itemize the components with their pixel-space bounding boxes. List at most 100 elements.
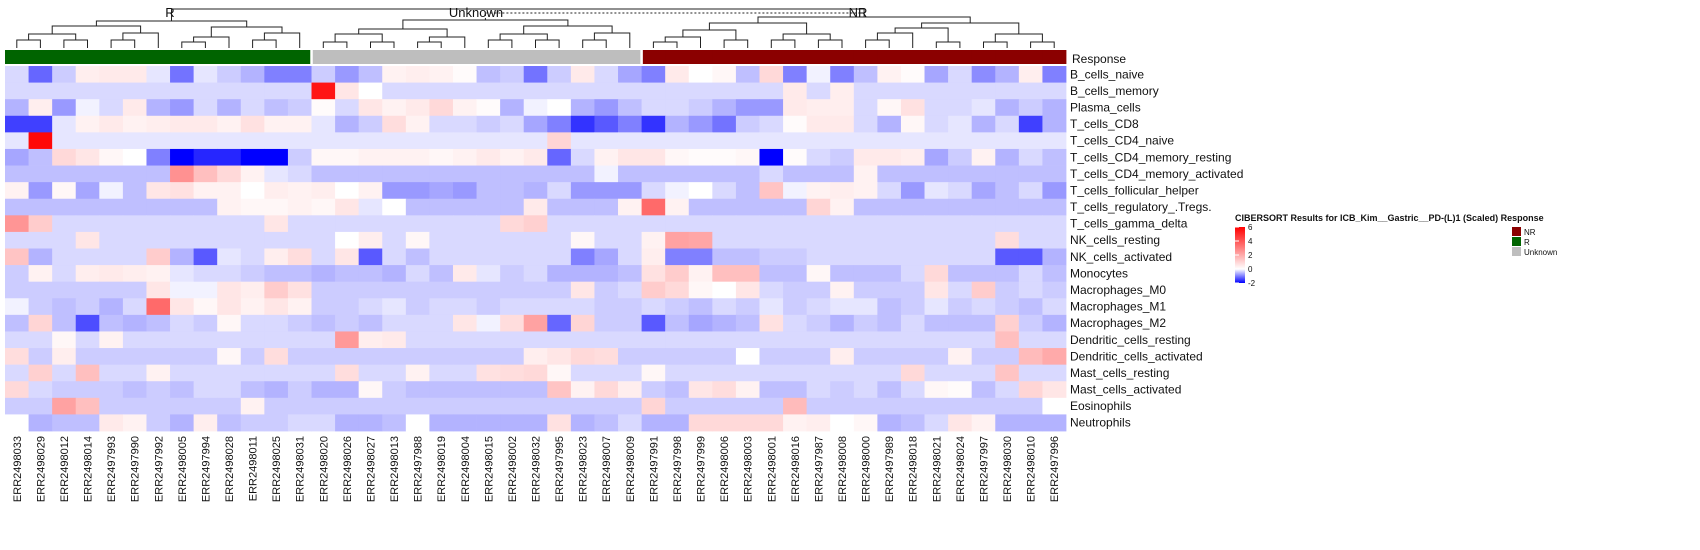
heatmap-cell xyxy=(335,364,360,382)
heatmap-cell xyxy=(99,331,124,349)
heatmap-cell xyxy=(759,132,784,150)
heatmap-cell xyxy=(382,215,407,233)
heatmap-cell xyxy=(641,231,666,249)
column-label: ERR2497997 xyxy=(978,436,990,502)
heatmap-cell xyxy=(146,265,171,283)
heatmap-cell xyxy=(759,298,784,316)
heatmap-cell xyxy=(877,198,902,216)
heatmap-cell xyxy=(1018,198,1043,216)
heatmap-cell xyxy=(170,248,195,266)
heatmap-cell xyxy=(853,331,878,349)
heatmap-cell xyxy=(853,198,878,216)
heatmap-cell xyxy=(948,381,973,399)
heatmap-cell xyxy=(28,182,53,200)
group-label-nr: NR xyxy=(849,5,868,20)
heatmap-cell xyxy=(900,414,925,432)
heatmap-cell xyxy=(476,198,501,216)
heatmap-cell xyxy=(382,281,407,299)
heatmap-cell xyxy=(240,348,265,366)
heatmap-cell xyxy=(712,115,737,133)
heatmap-cell xyxy=(688,348,713,366)
heatmap-cell xyxy=(358,231,383,249)
annotation-cell xyxy=(830,50,855,64)
heatmap-cell xyxy=(335,165,360,183)
heatmap-cell xyxy=(783,66,808,83)
heatmap-cell xyxy=(122,99,147,117)
heatmap-cell xyxy=(877,231,902,249)
heatmap-cell xyxy=(995,115,1020,133)
heatmap-cell xyxy=(146,248,171,266)
column-label: ERR2498005 xyxy=(177,436,189,502)
heatmap-cell xyxy=(382,397,407,415)
heatmap-cell xyxy=(28,66,53,83)
heatmap-cell xyxy=(405,348,430,366)
heatmap-cell xyxy=(476,298,501,316)
heatmap-cell xyxy=(311,414,336,432)
heatmap-cell xyxy=(665,298,690,316)
heatmap-cell xyxy=(523,265,548,283)
heatmap-cell xyxy=(429,198,454,216)
heatmap-cell xyxy=(311,82,336,100)
heatmap-cell xyxy=(594,82,619,100)
heatmap-cell xyxy=(1018,364,1043,382)
heatmap-cell xyxy=(830,182,855,200)
dendrogram-branch xyxy=(63,39,88,48)
heatmap-cell xyxy=(665,314,690,332)
heatmap-cell xyxy=(382,248,407,266)
heatmap-cell xyxy=(1018,132,1043,150)
heatmap-cell xyxy=(335,182,360,200)
dendrogram-branch xyxy=(682,29,737,40)
heatmap-cell xyxy=(500,215,525,233)
column-label: ERR2497994 xyxy=(200,436,212,502)
heatmap-cell xyxy=(240,364,265,382)
dendrogram-branch xyxy=(487,39,513,48)
heatmap-cell xyxy=(146,165,171,183)
heatmap-cell xyxy=(570,82,595,100)
row-label: Macrophages_M1 xyxy=(1070,300,1166,314)
heatmap-cell xyxy=(735,414,760,432)
heatmap-cell xyxy=(618,414,642,432)
heatmap-cell xyxy=(570,265,595,283)
heatmap-cell xyxy=(924,132,949,150)
heatmap-cell xyxy=(594,314,619,332)
heatmap-cell xyxy=(735,182,760,200)
annotation-cell xyxy=(618,50,642,64)
group-label-unknown: Unknown xyxy=(449,5,503,20)
heatmap-cell xyxy=(900,348,925,366)
legend: CIBERSORT Results for ICB_Kim__Gastric__… xyxy=(1235,213,1557,288)
heatmap-cell xyxy=(641,82,666,100)
heatmap-cell xyxy=(594,132,619,150)
heatmap-cell xyxy=(429,364,454,382)
heatmap-cell xyxy=(830,215,855,233)
heatmap-cell xyxy=(618,248,642,266)
heatmap-cell xyxy=(665,231,690,249)
heatmap-cell xyxy=(5,248,29,266)
row-label: Neutrophils xyxy=(1070,416,1131,430)
heatmap-cell xyxy=(28,115,53,133)
heatmap-cell xyxy=(405,66,430,83)
heatmap-cell xyxy=(759,414,784,432)
annotation-cell xyxy=(452,50,477,64)
row-label: B_cells_memory xyxy=(1070,84,1159,98)
heatmap-cell xyxy=(853,165,878,183)
heatmap-cell xyxy=(75,281,100,299)
heatmap-cell xyxy=(452,215,477,233)
heatmap-cell xyxy=(853,115,878,133)
heatmap-cell xyxy=(1042,182,1067,200)
heatmap-cell xyxy=(122,397,147,415)
heatmap-cell xyxy=(335,66,360,83)
heatmap-cell xyxy=(665,148,690,166)
heatmap-cell xyxy=(570,115,595,133)
heatmap-cell xyxy=(170,231,195,249)
heatmap-cell xyxy=(311,397,336,415)
heatmap-cell xyxy=(735,66,760,83)
heatmap-cell xyxy=(759,248,784,266)
annotation-cell xyxy=(99,50,124,64)
heatmap-cell xyxy=(122,82,147,100)
heatmap-cell xyxy=(759,66,784,83)
column-label: ERR2497992 xyxy=(153,436,165,502)
heatmap-cell xyxy=(759,82,784,100)
heatmap-cell xyxy=(500,99,525,117)
heatmap-cell xyxy=(240,298,265,316)
heatmap-cell xyxy=(240,132,265,150)
